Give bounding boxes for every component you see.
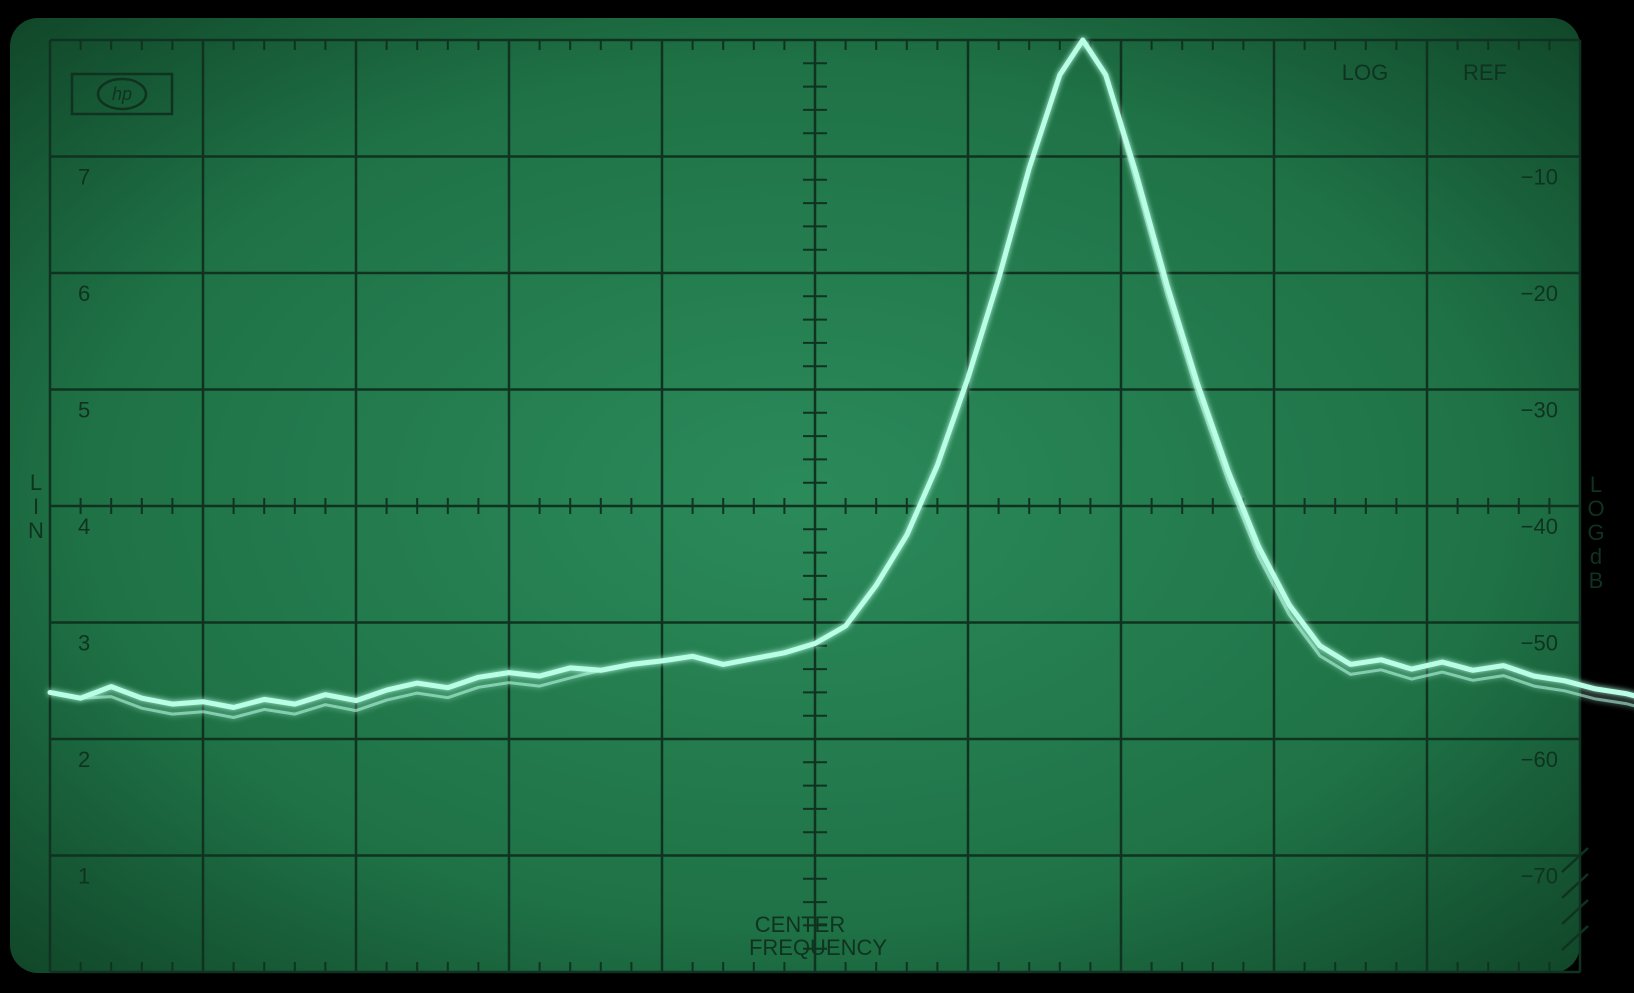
- bottom-right-hatching: [1561, 847, 1589, 951]
- x-label-frequency: FREQUENCY: [749, 935, 887, 960]
- left-axis-label-lin: LIN: [28, 470, 44, 543]
- log-label: LOG: [1342, 60, 1388, 85]
- right-axis-tick-label: −20: [1521, 281, 1558, 306]
- spectrum-trace: [47, 37, 1634, 719]
- right-axis-tick-label: −10: [1521, 165, 1558, 190]
- right-axis-label-letter: G: [1587, 520, 1604, 545]
- left-axis-tick-label: 6: [78, 281, 90, 306]
- crt-face: [10, 18, 1580, 973]
- svg-text:hp: hp: [112, 84, 132, 104]
- right-axis-tick-label: −30: [1521, 398, 1558, 423]
- right-axis-label-letter: L: [1590, 472, 1602, 497]
- left-axis-tick-label: 5: [78, 398, 90, 423]
- left-axis-label-letter: L: [30, 470, 42, 495]
- right-axis-tick-label: −70: [1521, 864, 1558, 889]
- right-axis-tick-label: −50: [1521, 631, 1558, 656]
- left-axis-tick-label: 1: [78, 864, 90, 889]
- left-axis-tick-label: 7: [78, 165, 90, 190]
- right-axis-log-ticks: −10 −20 −30 −40 −50 −60 −70: [1521, 165, 1558, 889]
- right-axis-label-letter: B: [1589, 568, 1604, 593]
- right-axis-label-letter: d: [1590, 544, 1602, 569]
- right-axis-label-letter: O: [1587, 496, 1604, 521]
- trace-line-sweep2: [49, 38, 1634, 719]
- left-axis-tick-label: 2: [78, 747, 90, 772]
- right-axis-tick-label: −60: [1521, 747, 1558, 772]
- x-label-center: CENTER: [755, 912, 845, 937]
- left-axis-lin-ticks: 7 6 5 4 3 2 1: [78, 165, 90, 889]
- left-axis-label-letter: I: [33, 494, 39, 519]
- left-axis-tick-label: 3: [78, 631, 90, 656]
- left-axis-label-letter: N: [28, 518, 44, 543]
- ref-label: REF: [1463, 60, 1507, 85]
- right-axis-tick-label: −40: [1521, 514, 1558, 539]
- hp-logo: hp: [70, 72, 174, 116]
- left-axis-tick-label: 4: [78, 514, 90, 539]
- graticule-minor-ticks: [49, 39, 1551, 972]
